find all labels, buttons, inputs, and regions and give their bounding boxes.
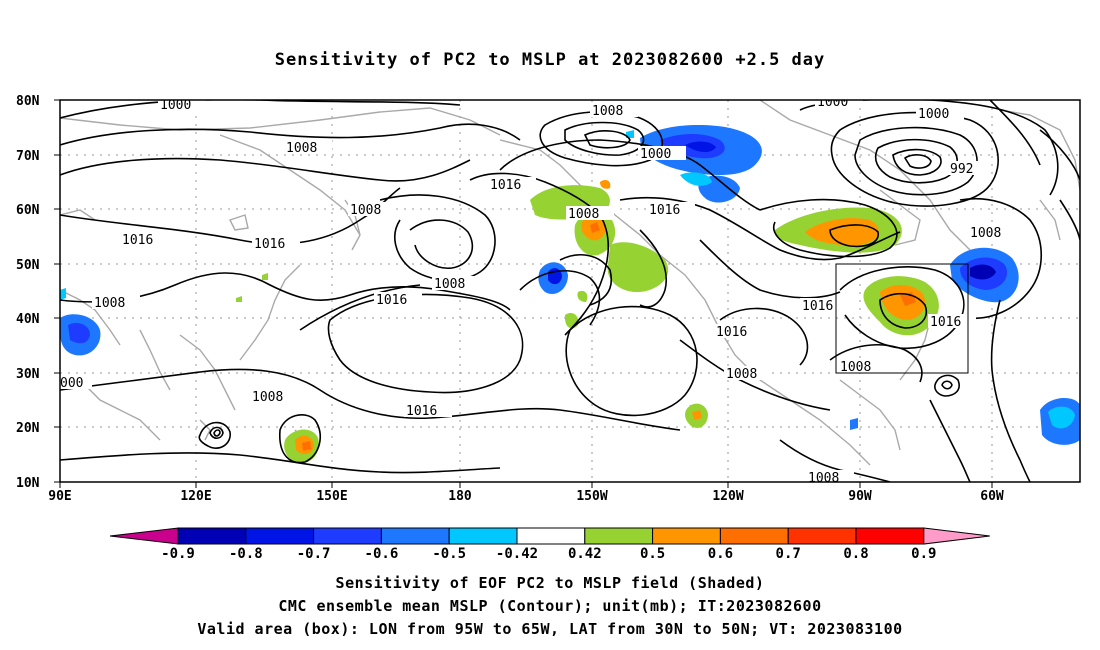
caption-shaded: Sensitivity of EOF PC2 to MSLP field (Sh… <box>335 574 765 592</box>
colorbar-segment <box>313 527 382 545</box>
lon-label: 150E <box>316 489 347 504</box>
lon-label: 120W <box>712 489 743 504</box>
lat-label: 10N <box>16 476 40 491</box>
colorbar-tick-label: 0.8 <box>843 546 868 562</box>
svg-text:1016: 1016 <box>376 293 407 308</box>
svg-text:1008: 1008 <box>592 104 623 119</box>
colorbar-segment <box>245 527 315 545</box>
map-frame <box>59 99 1081 483</box>
lat-label: 70N <box>16 149 40 164</box>
svg-text:1016: 1016 <box>122 233 153 248</box>
colorbar-segment <box>448 527 518 545</box>
contour-labels: 1000 1008 1016 1008 1016 1008 1016 1008 … <box>60 95 1016 486</box>
svg-text:1008: 1008 <box>434 277 465 292</box>
svg-text:1016: 1016 <box>716 325 747 340</box>
valid-area-box <box>835 263 969 374</box>
colorbar-segment <box>855 527 925 545</box>
svg-text:1008: 1008 <box>726 367 757 382</box>
lon-label: 150W <box>576 489 607 504</box>
svg-text:1016: 1016 <box>930 315 961 330</box>
lon-label: 90E <box>48 489 71 504</box>
colorbar-tick-label: 0.6 <box>708 546 733 562</box>
colorbar-left-arrow <box>109 527 179 545</box>
svg-text:1008: 1008 <box>568 207 599 222</box>
svg-text:1008: 1008 <box>840 360 871 375</box>
svg-text:1000: 1000 <box>817 95 848 110</box>
colorbar-tick-label: 0.42 <box>568 546 602 562</box>
svg-text:1000: 1000 <box>160 98 191 113</box>
lon-axis <box>59 482 993 488</box>
lat-axis <box>54 99 60 483</box>
colorbar-tick-label: -0.6 <box>365 546 399 562</box>
colorbar-segment <box>516 527 586 545</box>
colorbar-segment <box>380 527 450 545</box>
svg-text:1016: 1016 <box>406 404 437 419</box>
svg-text:1008: 1008 <box>94 296 125 311</box>
colorbar-tick-label: 0.5 <box>640 546 665 562</box>
svg-text:1016: 1016 <box>802 299 833 314</box>
colorbar-tick-label: -0.42 <box>496 546 538 562</box>
svg-text:1008: 1008 <box>808 471 839 486</box>
svg-text:000: 000 <box>60 376 83 391</box>
lon-label: 90W <box>848 489 872 504</box>
lat-label: 60N <box>16 203 40 218</box>
caption-valid-area: Valid area (box): LON from 95W to 65W, L… <box>197 620 903 638</box>
colorbar-segment <box>787 527 857 545</box>
svg-text:1000: 1000 <box>640 147 671 162</box>
svg-text:1008: 1008 <box>252 390 283 405</box>
colorbar-tick-label: -0.9 <box>161 546 195 562</box>
svg-text:1016: 1016 <box>254 237 285 252</box>
lon-label: 180 <box>448 489 472 504</box>
colorbar-right-arrow <box>923 527 990 545</box>
lon-label: 120E <box>180 489 211 504</box>
svg-text:1008: 1008 <box>970 226 1001 241</box>
colorbar-tick-label: -0.7 <box>297 546 331 562</box>
lat-label: 20N <box>16 421 40 436</box>
colorbar: -0.9 -0.8 -0.7 -0.6 -0.5 -0.42 0.42 0.5 0.6 0.7 0.… <box>109 527 990 562</box>
colorbar-tick-label: -0.5 <box>432 546 466 562</box>
colorbar-segment <box>652 527 721 545</box>
colorbar-segment <box>584 527 654 545</box>
colorbar-tick-label: 0.7 <box>776 546 801 562</box>
caption-contour: CMC ensemble mean MSLP (Contour); unit(m… <box>278 597 822 615</box>
page-title: Sensitivity of PC2 to MSLP at 2023082600… <box>274 50 826 70</box>
colorbar-tick-label: 0.9 <box>911 546 936 562</box>
svg-text:1016: 1016 <box>490 178 521 193</box>
colorbar-segment <box>719 527 789 545</box>
svg-text:1008: 1008 <box>350 203 381 218</box>
colorbar-segment <box>177 527 247 545</box>
svg-text:1000: 1000 <box>918 107 949 122</box>
lat-label: 30N <box>16 367 40 382</box>
svg-text:1008: 1008 <box>286 141 317 156</box>
lat-label: 50N <box>16 258 40 273</box>
lat-label: 80N <box>16 94 40 109</box>
svg-text:1016: 1016 <box>649 203 680 218</box>
svg-text:992: 992 <box>950 162 973 177</box>
colorbar-tick-label: -0.8 <box>229 546 263 562</box>
mslp-contours <box>60 100 1080 482</box>
lat-label: 40N <box>16 312 40 327</box>
lon-label: 60W <box>980 489 1004 504</box>
